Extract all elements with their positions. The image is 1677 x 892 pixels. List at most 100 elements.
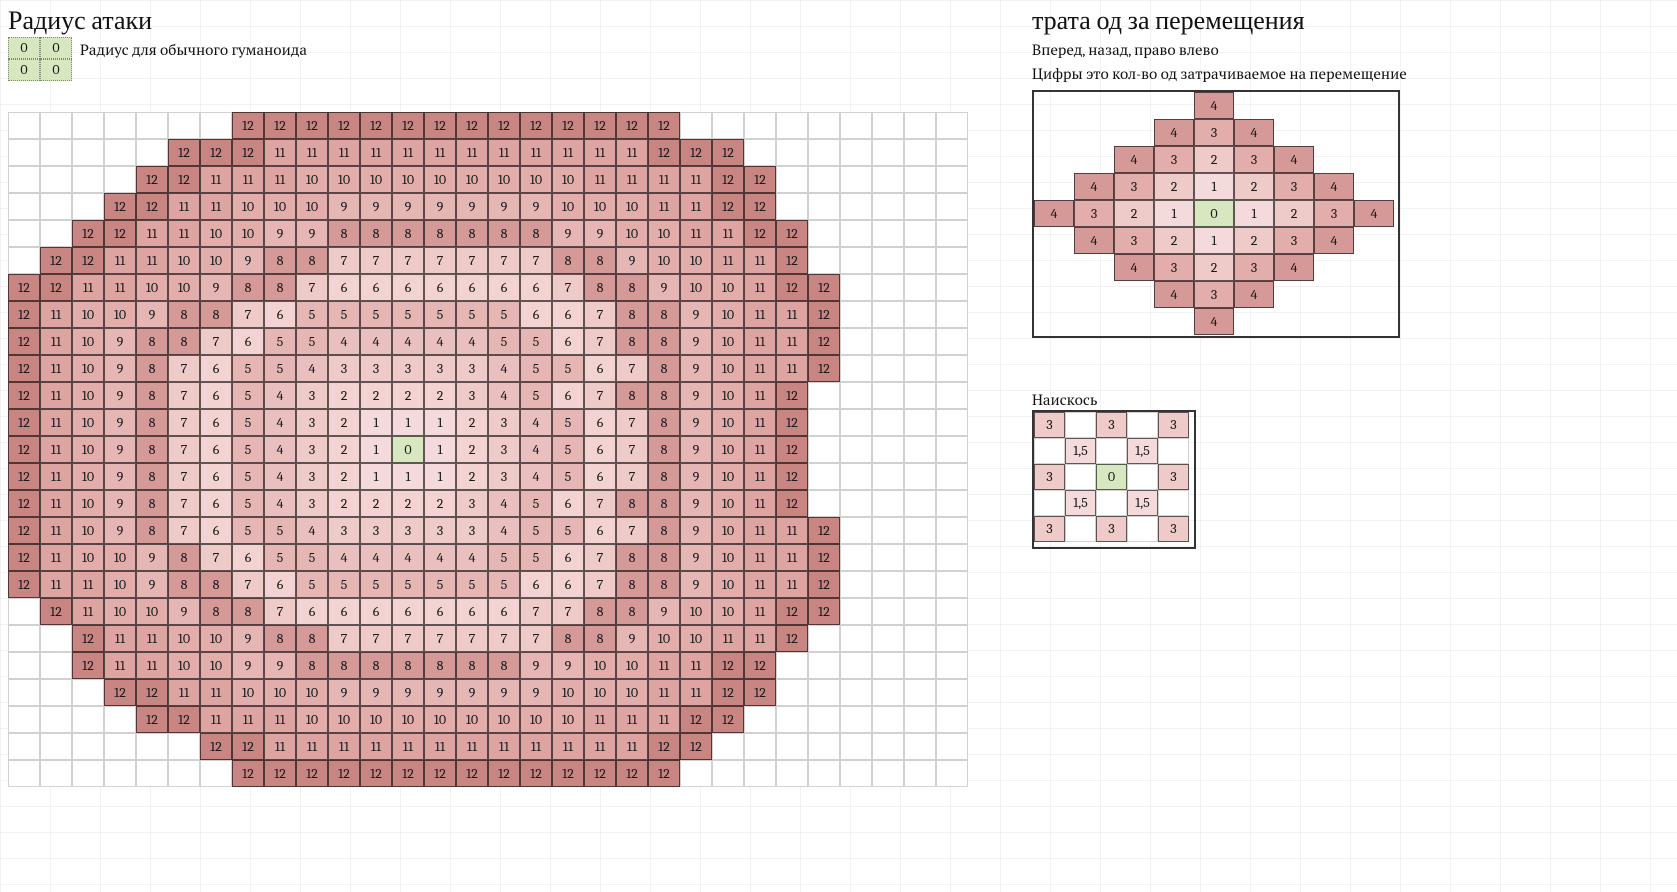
grid-cell: 1 [1194,173,1234,200]
grid-cell [904,382,936,409]
grid-cell [936,220,968,247]
grid-cell [104,760,136,787]
grid-cell [872,301,904,328]
grid-cell: 6 [584,517,616,544]
grid-cell: 12 [8,409,40,436]
grid-cell [936,706,968,733]
grid-cell [872,652,904,679]
grid-cell: 5 [552,409,584,436]
grid-cell: 9 [328,679,360,706]
grid-cell: 4 [264,463,296,490]
grid-cell: 9 [680,490,712,517]
grid-cell [1274,308,1314,335]
grid-cell: 8 [136,409,168,436]
diag-move-grid: 3331,51,53031,51,5333 [1034,412,1189,542]
grid-cell [904,301,936,328]
grid-cell [872,247,904,274]
grid-cell: 4 [520,409,552,436]
grid-cell [72,166,104,193]
grid-cell [840,220,872,247]
grid-cell: 8 [328,652,360,679]
grid-cell: 10 [72,355,104,382]
grid-cell: 11 [648,652,680,679]
grid-cell [872,328,904,355]
grid-cell: 7 [168,490,200,517]
grid-cell [8,193,40,220]
grid-cell: 6 [456,274,488,301]
grid-cell: 9 [104,328,136,355]
grid-cell [8,625,40,652]
grid-cell: 6 [296,598,328,625]
grid-cell: 11 [200,679,232,706]
grid-cell: 6 [200,355,232,382]
grid-cell: 12 [808,517,840,544]
grid-cell: 9 [552,652,584,679]
grid-cell: 11 [328,139,360,166]
grid-cell: 3 [1074,200,1114,227]
grid-cell: 11 [680,652,712,679]
grid-cell: 8 [424,220,456,247]
grid-cell: 1,5 [1127,490,1158,516]
grid-cell: 8 [136,355,168,382]
grid-cell: 11 [264,166,296,193]
grid-cell: 5 [328,301,360,328]
grid-cell: 5 [296,301,328,328]
grid-cell: 8 [616,490,648,517]
grid-cell [1034,490,1065,516]
grid-cell [808,733,840,760]
grid-cell: 8 [136,328,168,355]
grid-cell: 9 [328,193,360,220]
grid-cell: 5 [264,544,296,571]
grid-cell: 11 [104,247,136,274]
grid-cell [936,652,968,679]
grid-cell [840,625,872,652]
grid-cell: 10 [72,463,104,490]
grid-cell: 4 [1074,227,1114,254]
grid-cell: 5 [232,490,264,517]
grid-cell: 8 [648,328,680,355]
grid-cell: 12 [776,463,808,490]
grid-cell: 5 [264,355,296,382]
grid-cell [1314,146,1354,173]
grid-cell: 11 [744,436,776,463]
grid-cell [904,193,936,220]
grid-cell [1354,254,1394,281]
grid-cell: 11 [648,679,680,706]
grid-cell: 7 [328,247,360,274]
grid-cell: 4 [1234,119,1274,146]
grid-cell: 10 [296,679,328,706]
grid-cell [872,409,904,436]
grid-cell: 3 [456,382,488,409]
grid-cell: 7 [616,463,648,490]
grid-cell [1158,490,1189,516]
grid-cell: 10 [72,301,104,328]
grid-cell [808,463,840,490]
grid-cell: 10 [712,274,744,301]
grid-cell: 3 [456,355,488,382]
grid-cell [904,409,936,436]
grid-cell: 12 [520,112,552,139]
grid-cell: 3 [424,355,456,382]
grid-cell: 11 [776,571,808,598]
grid-cell: 10 [712,571,744,598]
grid-cell: 11 [776,517,808,544]
grid-cell [936,733,968,760]
grid-cell: 10 [232,220,264,247]
grid-cell: 12 [776,409,808,436]
grid-cell [840,544,872,571]
grid-cell [840,760,872,787]
grid-cell: 11 [648,166,680,193]
grid-cell: 7 [520,625,552,652]
grid-cell: 11 [168,220,200,247]
grid-cell [8,706,40,733]
grid-cell: 10 [72,436,104,463]
grid-cell: 3 [1034,464,1065,490]
grid-cell [1074,254,1114,281]
grid-cell: 3 [296,382,328,409]
grid-cell: 10 [104,571,136,598]
grid-cell: 10 [168,247,200,274]
grid-cell: 4 [264,436,296,463]
grid-cell: 10 [616,220,648,247]
grid-cell [1234,308,1274,335]
grid-cell [840,193,872,220]
